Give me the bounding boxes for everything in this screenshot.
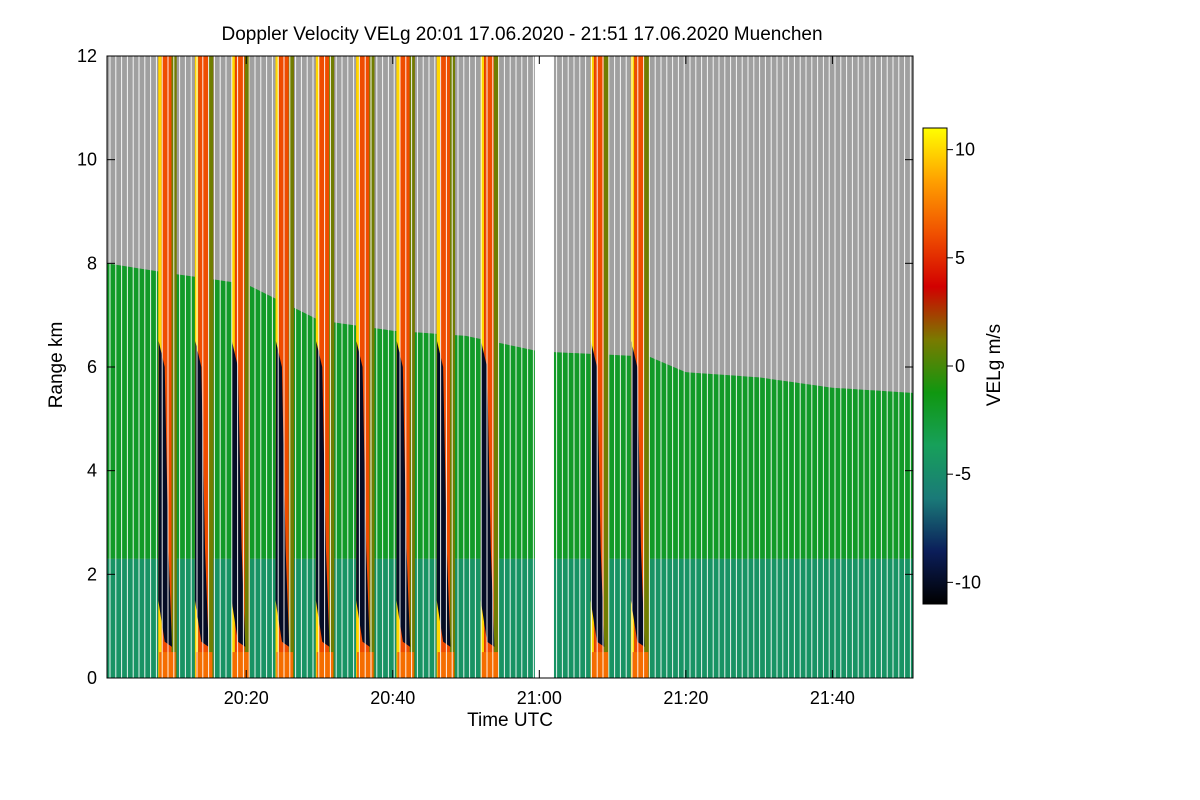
streak-layer bbox=[484, 56, 495, 678]
streak-base bbox=[631, 652, 649, 678]
precip-event bbox=[231, 56, 250, 678]
x-axis-label: Time UTC bbox=[467, 710, 553, 731]
x-tick-label: 21:00 bbox=[517, 688, 562, 708]
colorbar-ticks: 10 5 0 -5 -10 bbox=[947, 140, 981, 592]
downdraft-core bbox=[480, 341, 495, 647]
x-axis: 20:20 20:40 21:00 21:20 21:40 bbox=[224, 56, 855, 708]
streak-layer bbox=[235, 56, 246, 678]
streak-base bbox=[195, 652, 213, 678]
colorbar-tick-label: 10 bbox=[955, 140, 975, 160]
y-tick-label: 4 bbox=[87, 461, 97, 481]
streak-layer bbox=[208, 56, 214, 678]
chart-title: Doppler Velocity VELg 20:01 17.06.2020 -… bbox=[221, 24, 822, 45]
precip-event bbox=[630, 56, 650, 678]
streak-layer bbox=[400, 56, 411, 678]
streak-layer bbox=[369, 56, 375, 678]
streak-base bbox=[232, 652, 249, 678]
precip-event bbox=[480, 56, 500, 678]
streak-base bbox=[437, 652, 455, 678]
streak-base bbox=[159, 652, 176, 678]
y-axis-label: Range km bbox=[46, 322, 67, 409]
colorbar bbox=[922, 127, 948, 605]
y-axis: 0 2 4 6 8 10 12 bbox=[77, 46, 913, 688]
colorbar-tick-label: 5 bbox=[955, 248, 965, 268]
streak-layer bbox=[644, 56, 650, 678]
streak-layer bbox=[634, 56, 645, 678]
streak-layer bbox=[594, 56, 605, 678]
y-tick-label: 0 bbox=[87, 668, 97, 688]
y-tick-label: 10 bbox=[77, 150, 97, 170]
streak-layer bbox=[409, 56, 415, 678]
y-tick-label: 2 bbox=[87, 564, 97, 584]
streak-base bbox=[276, 652, 293, 678]
streak-layer bbox=[329, 56, 335, 678]
streak-layer bbox=[603, 56, 609, 678]
streak-layer bbox=[440, 56, 451, 678]
colorbar-tick-label: -10 bbox=[955, 572, 981, 592]
y-tick-label: 6 bbox=[87, 357, 97, 377]
x-tick-label: 21:20 bbox=[663, 688, 708, 708]
downdraft-core bbox=[275, 341, 290, 647]
downdraft-core bbox=[194, 341, 209, 647]
downdraft-core bbox=[231, 341, 246, 647]
colorbar-label: VELg m/s bbox=[984, 324, 1005, 406]
streak-layer bbox=[161, 56, 173, 678]
colorbar-tick-label: -5 bbox=[955, 464, 971, 484]
streak-base bbox=[591, 652, 609, 678]
y-tick-label: 8 bbox=[87, 253, 97, 273]
x-tick-label: 20:40 bbox=[370, 688, 415, 708]
streak-layer bbox=[198, 56, 209, 678]
streak-base bbox=[481, 652, 499, 678]
x-tick-label: 21:40 bbox=[810, 688, 855, 708]
streak-layer bbox=[288, 56, 294, 678]
streak-layer bbox=[493, 56, 500, 678]
plot-area bbox=[107, 56, 913, 678]
precip-event bbox=[590, 56, 609, 678]
x-tick-label: 20:20 bbox=[224, 688, 269, 708]
colorbar-tick-label: 0 bbox=[955, 356, 965, 376]
precip-event bbox=[194, 56, 214, 678]
streak-layer bbox=[244, 56, 250, 678]
y-tick-label: 12 bbox=[77, 46, 97, 66]
